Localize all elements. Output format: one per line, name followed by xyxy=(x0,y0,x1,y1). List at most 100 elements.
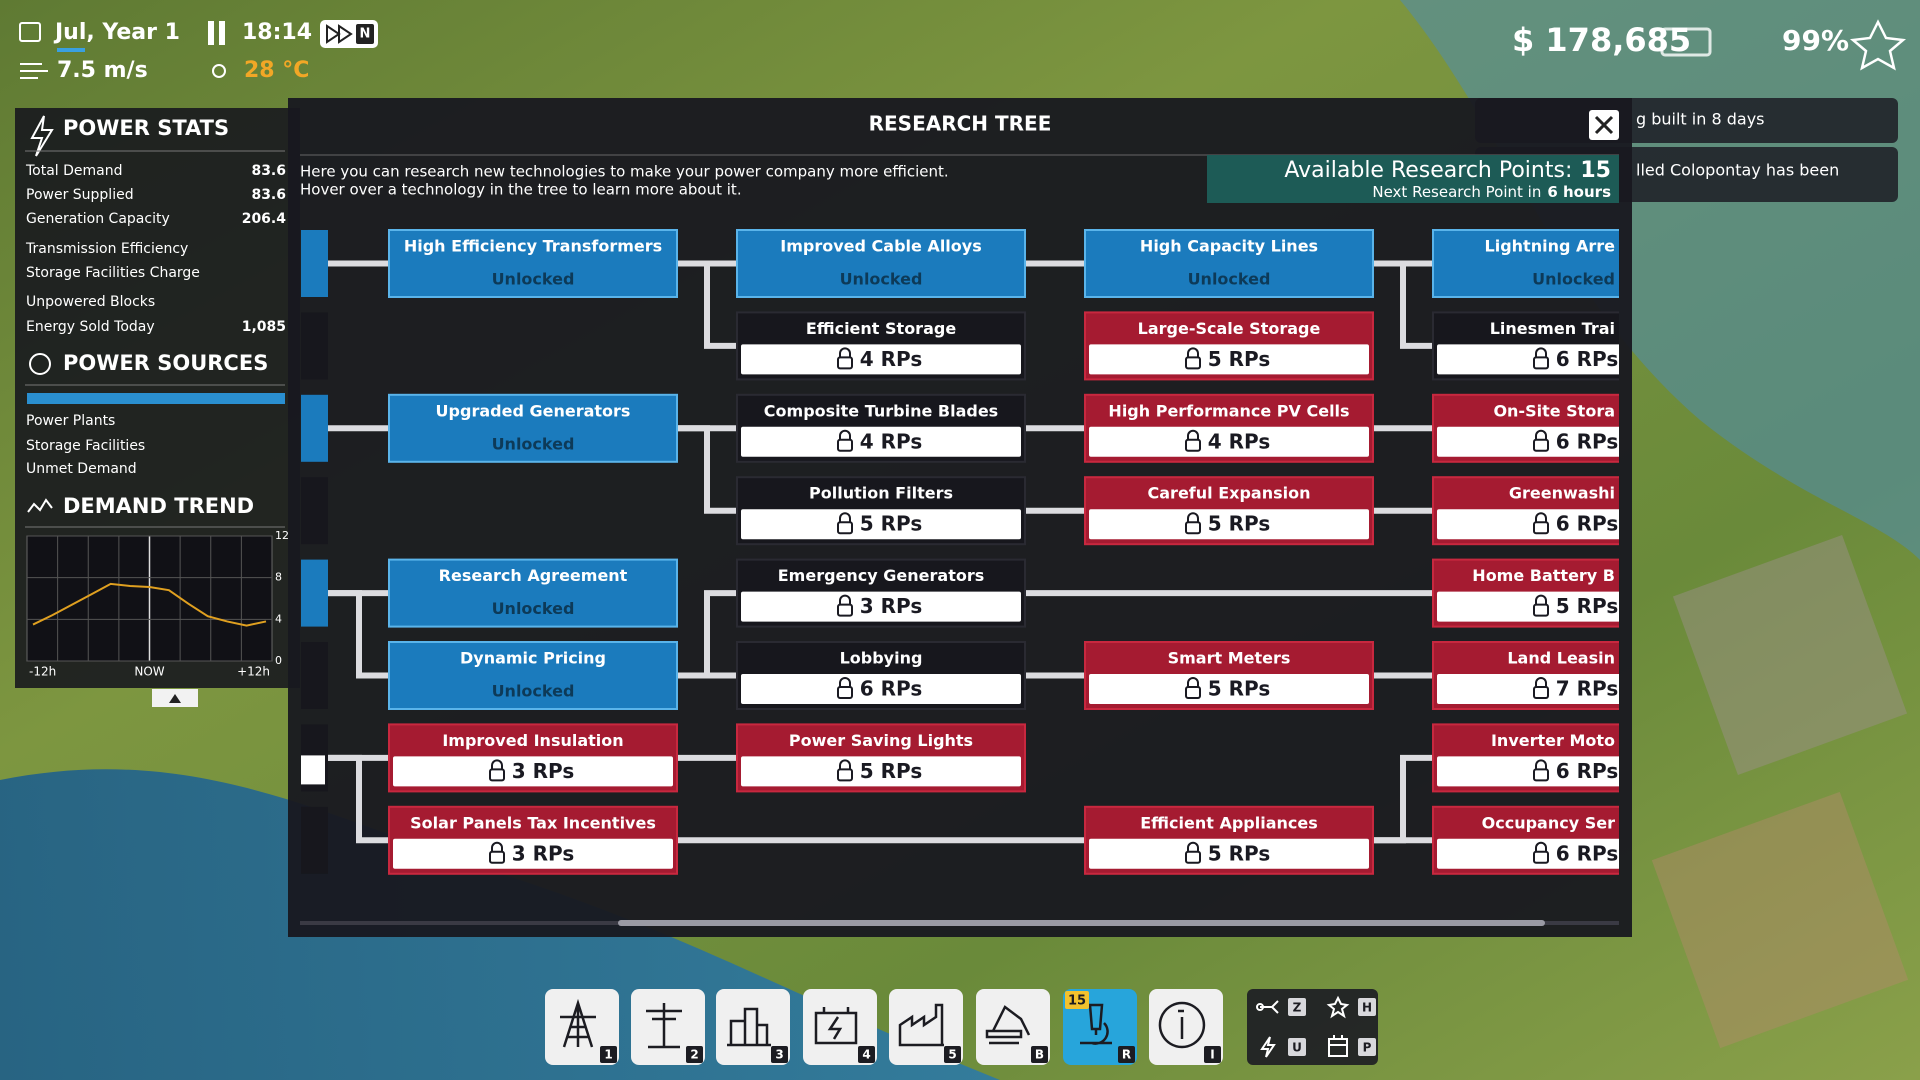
tech-node[interactable]: Pollution Filters 5 RPs xyxy=(736,476,1026,546)
node-cost-pill xyxy=(741,591,1021,622)
stat-label: Power Supplied xyxy=(26,187,134,203)
node-cost-pill xyxy=(1089,344,1369,375)
bolt-icon xyxy=(30,115,54,157)
tech-node[interactable]: Land Leasin 7 RPs xyxy=(1432,641,1721,710)
node-box xyxy=(1432,229,1619,298)
notification-text: lled Colopontay has been xyxy=(1636,161,1839,180)
node-cost: 3 RPs xyxy=(860,594,923,618)
node-cost-pill xyxy=(1089,426,1369,457)
tool-button[interactable]: I xyxy=(1149,989,1223,1065)
lock-icon xyxy=(1533,438,1549,452)
tech-node[interactable]: High Efficiency Transformers Unlocked xyxy=(388,229,678,298)
tool-button[interactable]: 5 xyxy=(889,989,963,1065)
tech-node[interactable]: Large-Scale Storage 5 RPs xyxy=(1084,311,1374,381)
close-icon xyxy=(1594,115,1614,135)
partial-node xyxy=(301,806,328,874)
lock-icon xyxy=(1187,429,1199,440)
lock-icon xyxy=(1187,512,1199,523)
speed-key: N xyxy=(360,27,371,42)
tool-button[interactable]: 3 xyxy=(716,989,790,1065)
lock-icon xyxy=(1185,850,1201,864)
tech-node[interactable]: Research Agreement Unlocked xyxy=(388,558,678,628)
small-tool[interactable]: Z xyxy=(1256,998,1306,1016)
tech-node[interactable]: High Performance PV Cells 4 RPs xyxy=(1084,393,1374,463)
tool-icon xyxy=(646,1003,682,1049)
tech-node[interactable]: Solar Panels Tax Incentives 3 RPs xyxy=(388,805,678,875)
tool-icon xyxy=(1260,1036,1276,1058)
tech-node[interactable]: Efficient Storage 4 RPs xyxy=(736,311,1026,381)
tool-button[interactable]: 4 xyxy=(803,989,877,1065)
hotkey: 5 xyxy=(948,1048,956,1062)
pause-icon[interactable] xyxy=(208,21,214,45)
chart-y-label: 8 xyxy=(275,571,282,584)
tech-node[interactable]: Lobbying 6 RPs xyxy=(736,641,1026,710)
next-point-value: 6 hours xyxy=(1547,183,1611,201)
tool-button[interactable]: B xyxy=(976,989,1050,1065)
node-name: Home Battery B xyxy=(1472,566,1615,585)
lock-icon xyxy=(1535,512,1547,523)
stat-label: Transmission Efficiency xyxy=(25,241,188,257)
date-progress xyxy=(57,48,85,52)
tool-button[interactable]: R 15 xyxy=(1063,989,1137,1065)
tech-node[interactable]: Greenwashi 6 RPs xyxy=(1432,476,1721,546)
tool-button[interactable]: 1 xyxy=(545,989,619,1065)
node-status: Unlocked xyxy=(1188,270,1271,289)
lock-icon xyxy=(839,759,851,770)
tech-node[interactable]: Occupancy Ser 6 RPs xyxy=(1432,805,1721,875)
node-cost: 6 RPs xyxy=(860,677,923,701)
tech-node[interactable]: Lightning Arre Unlocked xyxy=(1432,229,1721,298)
tech-node[interactable]: Upgraded Generators Unlocked xyxy=(388,393,678,463)
tool-icon xyxy=(1328,1035,1348,1057)
tool-button[interactable]: 2 xyxy=(631,989,705,1065)
money-icon xyxy=(1660,27,1712,57)
tech-node[interactable]: High Capacity Lines Unlocked xyxy=(1084,229,1374,298)
node-cost: 5 RPs xyxy=(1208,512,1271,536)
pause-icon[interactable] xyxy=(219,21,225,45)
node-status: Unlocked xyxy=(492,682,575,701)
calendar-icon xyxy=(19,22,41,42)
node-status: Unlocked xyxy=(492,599,575,618)
tech-node[interactable]: On-Site Stora 6 RPs xyxy=(1432,393,1721,463)
tech-node[interactable]: Smart Meters 5 RPs xyxy=(1084,641,1374,710)
key-badge xyxy=(1288,998,1306,1016)
tech-node[interactable]: Improved Cable Alloys Unlocked xyxy=(736,229,1026,298)
node-status: Unlocked xyxy=(492,434,575,453)
toolbar: 1 2 3 4 5 B R 15 I Z H U P xyxy=(545,989,1378,1065)
tech-node[interactable]: Improved Insulation 3 RPs xyxy=(388,723,678,793)
gauge-icon xyxy=(29,353,51,375)
lock-icon xyxy=(1185,686,1201,699)
node-cost-pill xyxy=(741,509,1021,540)
lock-icon xyxy=(489,850,505,864)
left-panel: POWER STATS POWER SOURCES DEMAND TREND T… xyxy=(15,108,300,707)
small-tool[interactable]: H xyxy=(1326,995,1376,1019)
tech-node[interactable]: Home Battery B 5 RPs xyxy=(1432,558,1721,628)
small-tool[interactable]: P xyxy=(1328,1035,1376,1057)
small-tool[interactable]: U xyxy=(1260,1036,1306,1058)
source-label: Unmet Demand xyxy=(26,461,137,477)
scroll-thumb[interactable] xyxy=(618,920,1545,926)
points-box xyxy=(1207,155,1619,203)
hotkey: 2 xyxy=(690,1048,698,1062)
node-name: Upgraded Generators xyxy=(436,401,631,420)
node-name: Land Leasin xyxy=(1507,649,1615,668)
tech-node[interactable]: Careful Expansion 5 RPs xyxy=(1084,476,1374,546)
tech-node[interactable]: Efficient Appliances 5 RPs xyxy=(1084,805,1374,875)
node-cost: 4 RPs xyxy=(1208,429,1271,453)
tech-node[interactable]: Inverter Moto 6 RPs xyxy=(1432,723,1721,793)
node-cost: 6 RPs xyxy=(1556,347,1619,371)
node-name: Lobbying xyxy=(840,649,923,668)
lock-icon xyxy=(839,512,851,523)
lock-icon xyxy=(1185,438,1201,452)
node-name: Research Agreement xyxy=(439,566,628,585)
lock-icon xyxy=(1533,768,1549,782)
tech-node[interactable]: Power Saving Lights 5 RPs xyxy=(736,723,1026,793)
tech-node[interactable]: Dynamic Pricing Unlocked xyxy=(388,641,678,710)
node-name: Power Saving Lights xyxy=(789,731,973,750)
tech-node[interactable]: Linesmen Trai 6 RPs xyxy=(1432,311,1721,381)
tech-node[interactable]: Composite Turbine Blades 4 RPs xyxy=(736,393,1026,463)
tech-node[interactable]: Emergency Generators 3 RPs xyxy=(736,558,1026,628)
research-badge-bg xyxy=(1065,991,1089,1009)
stat-label: Generation Capacity xyxy=(26,211,170,227)
lock-icon xyxy=(837,438,853,452)
